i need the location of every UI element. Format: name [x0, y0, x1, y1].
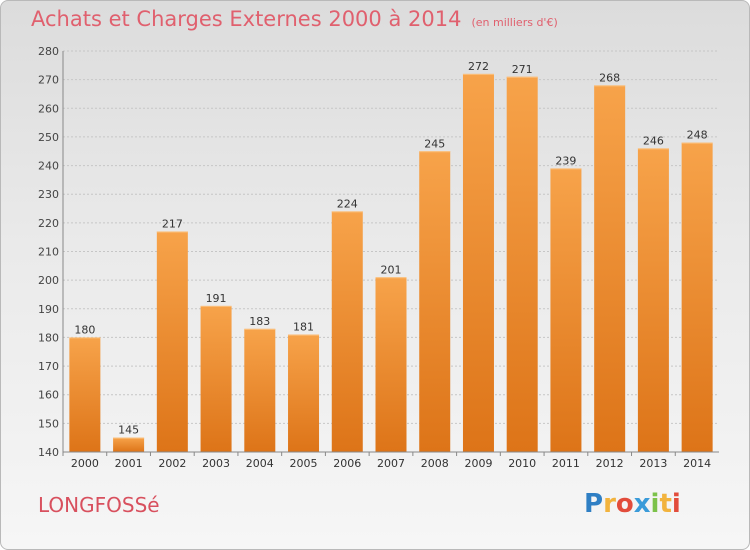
y-tick-label: 230 [38, 188, 59, 201]
bar-2014 [681, 142, 713, 452]
bar-value-label: 268 [599, 71, 620, 84]
bar-2008 [419, 151, 451, 452]
y-tick-label: 260 [38, 102, 59, 115]
bar-2002 [156, 231, 188, 452]
x-tick-label: 2004 [246, 457, 274, 470]
y-tick-label: 250 [38, 131, 59, 144]
y-tick-label: 280 [38, 45, 59, 58]
x-tick-label: 2003 [202, 457, 230, 470]
bar-value-label: 201 [381, 263, 402, 276]
y-tick-label: 240 [38, 160, 59, 173]
bar-2006 [331, 211, 363, 452]
x-tick-label: 2011 [552, 457, 580, 470]
y-tick-label: 190 [38, 303, 59, 316]
bar-value-label: 180 [74, 323, 95, 336]
bar-2005 [288, 334, 320, 452]
y-tick-label: 200 [38, 274, 59, 287]
chart-title-row: Achats et Charges Externes 2000 à 2014 (e… [31, 7, 558, 31]
logo-letter: i [650, 489, 660, 519]
bar-value-label: 145 [118, 424, 139, 437]
bar-value-label: 239 [555, 154, 576, 167]
bar-2000 [69, 337, 101, 452]
bar-value-label: 272 [468, 60, 489, 73]
x-tick-label: 2006 [333, 457, 361, 470]
x-tick-label: 2001 [115, 457, 143, 470]
bar-2009 [462, 73, 494, 453]
bar-value-label: 181 [293, 321, 314, 334]
place-name: LONGFOSSé [38, 493, 160, 517]
bar-value-label: 217 [162, 217, 183, 230]
bar-value-label: 183 [249, 315, 270, 328]
bar-2013 [637, 148, 669, 452]
x-tick-label: 2010 [508, 457, 536, 470]
bar-value-label: 248 [687, 129, 708, 142]
x-tick-label: 2014 [683, 457, 711, 470]
x-tick-label: 2009 [464, 457, 492, 470]
logo-letter: o [615, 489, 634, 519]
y-tick-label: 150 [38, 417, 59, 430]
x-tick-label: 2012 [596, 457, 624, 470]
bar-2003 [200, 305, 232, 452]
bar-2004 [244, 328, 276, 452]
x-tick-label: 2007 [377, 457, 405, 470]
bar-2011 [550, 168, 582, 452]
bar-value-label: 224 [337, 197, 358, 210]
y-tick-label: 210 [38, 246, 59, 259]
bar-2010 [506, 76, 538, 453]
bar-2012 [594, 85, 626, 452]
proxiti-logo: Proxiti [584, 489, 681, 519]
x-tick-label: 2008 [421, 457, 449, 470]
logo-letter: t [659, 489, 672, 519]
y-tick-label: 270 [38, 74, 59, 87]
x-tick-label: 2005 [290, 457, 318, 470]
logo-letter: r [603, 489, 616, 519]
bar-2001 [113, 437, 145, 452]
logo-letter: P [584, 489, 604, 519]
x-tick-label: 2002 [158, 457, 186, 470]
y-tick-label: 170 [38, 360, 59, 373]
logo-letter: x [633, 489, 651, 519]
y-tick-label: 180 [38, 331, 59, 344]
logo-letter: i [671, 489, 681, 519]
x-tick-label: 2013 [639, 457, 667, 470]
bar-value-label: 245 [424, 137, 445, 150]
x-tick-label: 2000 [71, 457, 99, 470]
y-tick-label: 140 [38, 446, 59, 459]
bar-value-label: 191 [206, 292, 227, 305]
bar-value-label: 271 [512, 63, 533, 76]
chart-subtitle: (en milliers d'€) [471, 16, 558, 29]
chart-title: Achats et Charges Externes 2000 à 2014 [31, 7, 462, 31]
y-tick-label: 220 [38, 217, 59, 230]
y-tick-label: 160 [38, 389, 59, 402]
bar-value-label: 246 [643, 134, 664, 147]
bar-2007 [375, 277, 407, 452]
